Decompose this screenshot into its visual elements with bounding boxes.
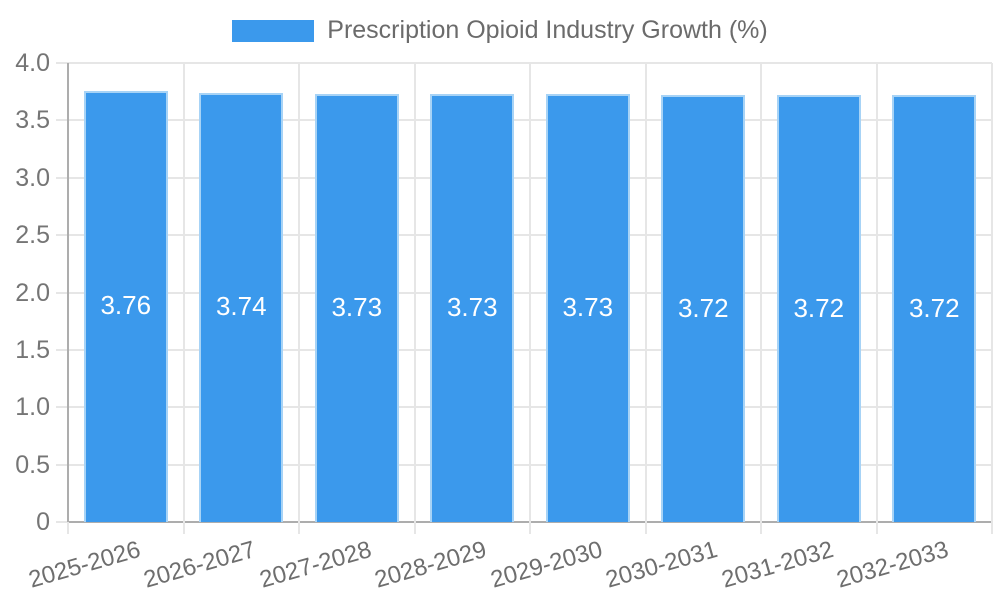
- x-axis-tick: [644, 522, 647, 534]
- gridline-vertical: [298, 63, 300, 522]
- gridline-vertical: [182, 63, 185, 522]
- y-axis-tick: [56, 234, 68, 237]
- y-axis-tick-label: 3.0: [15, 163, 50, 192]
- x-axis-tick: [67, 522, 69, 534]
- bar[interactable]: [430, 93, 515, 522]
- y-axis-tick-label: 2.0: [15, 278, 50, 307]
- gridline-vertical: [875, 63, 878, 522]
- gridline-vertical: [644, 63, 647, 522]
- y-axis-tick: [56, 119, 68, 122]
- x-axis-tick: [413, 522, 416, 534]
- x-axis-tick: [298, 522, 300, 534]
- x-axis-tick: [875, 522, 878, 534]
- bar[interactable]: [892, 95, 977, 522]
- y-axis-tick: [56, 291, 68, 294]
- y-axis-tick: [56, 62, 68, 64]
- y-axis-tick-label: 1.5: [15, 335, 50, 364]
- y-axis-tick-label: 4.0: [15, 49, 50, 77]
- y-axis-tick: [56, 348, 68, 351]
- gridline-vertical: [413, 63, 416, 522]
- y-axis-line: [67, 63, 69, 522]
- gridline-vertical: [760, 63, 762, 522]
- chart-title: Prescription Opioid Industry Growth (%): [327, 16, 768, 44]
- y-axis-tick: [56, 406, 68, 409]
- gridline-vertical: [991, 63, 993, 522]
- bar[interactable]: [661, 95, 746, 522]
- chart-legend-item[interactable]: Prescription Opioid Industry Growth (%): [0, 16, 1000, 45]
- legend-swatch-icon: [232, 19, 315, 42]
- x-axis-tick: [182, 522, 185, 534]
- x-axis-tick: [760, 522, 762, 534]
- y-axis-tick-label: 0: [36, 508, 50, 536]
- y-axis-tick-label: 0.5: [15, 450, 50, 479]
- gridline-vertical: [529, 63, 531, 522]
- bar[interactable]: [83, 90, 168, 522]
- x-axis-tick: [991, 522, 993, 534]
- x-axis-tick: [529, 522, 531, 534]
- bar[interactable]: [545, 93, 630, 522]
- y-axis-tick-label: 3.5: [15, 106, 50, 135]
- y-axis-tick-label: 1.0: [15, 393, 50, 422]
- y-axis-tick: [56, 176, 68, 179]
- y-axis-tick: [56, 521, 68, 523]
- y-axis-tick-label: 2.5: [15, 221, 50, 250]
- bar[interactable]: [776, 95, 861, 522]
- y-axis-tick: [56, 463, 68, 466]
- bar[interactable]: [199, 92, 284, 522]
- bar[interactable]: [314, 93, 399, 522]
